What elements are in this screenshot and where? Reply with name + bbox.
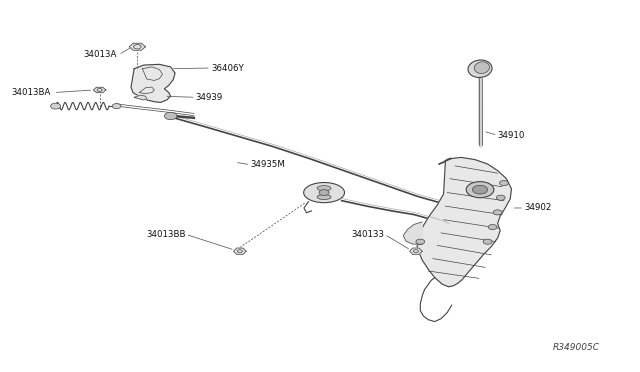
Polygon shape <box>417 157 511 287</box>
Circle shape <box>472 185 488 194</box>
Ellipse shape <box>303 183 344 203</box>
Text: 340133: 340133 <box>351 230 385 239</box>
Circle shape <box>51 103 61 109</box>
Circle shape <box>488 224 497 230</box>
Text: 34902: 34902 <box>524 203 552 212</box>
Text: R349005C: R349005C <box>552 343 600 352</box>
Text: 34013BA: 34013BA <box>12 88 51 97</box>
Polygon shape <box>134 95 147 100</box>
Polygon shape <box>403 222 422 245</box>
Polygon shape <box>129 43 145 50</box>
Circle shape <box>499 180 508 186</box>
Text: 34910: 34910 <box>498 131 525 140</box>
Circle shape <box>164 112 177 120</box>
Circle shape <box>319 190 329 196</box>
Text: 34013A: 34013A <box>83 50 116 59</box>
Polygon shape <box>479 78 482 147</box>
Text: 36406Y: 36406Y <box>211 64 244 73</box>
Polygon shape <box>93 87 106 93</box>
Polygon shape <box>410 248 422 254</box>
Circle shape <box>497 195 505 200</box>
Circle shape <box>493 210 502 215</box>
Text: 34939: 34939 <box>196 93 223 102</box>
Circle shape <box>416 239 425 244</box>
Text: 34935M: 34935M <box>250 160 285 169</box>
Ellipse shape <box>474 62 490 74</box>
Ellipse shape <box>317 186 331 191</box>
Polygon shape <box>131 64 175 102</box>
Circle shape <box>112 103 121 109</box>
Polygon shape <box>234 248 246 254</box>
Ellipse shape <box>317 195 331 199</box>
Circle shape <box>483 239 492 244</box>
Ellipse shape <box>468 60 492 77</box>
Text: 34013BB: 34013BB <box>147 230 186 239</box>
Circle shape <box>466 182 494 198</box>
